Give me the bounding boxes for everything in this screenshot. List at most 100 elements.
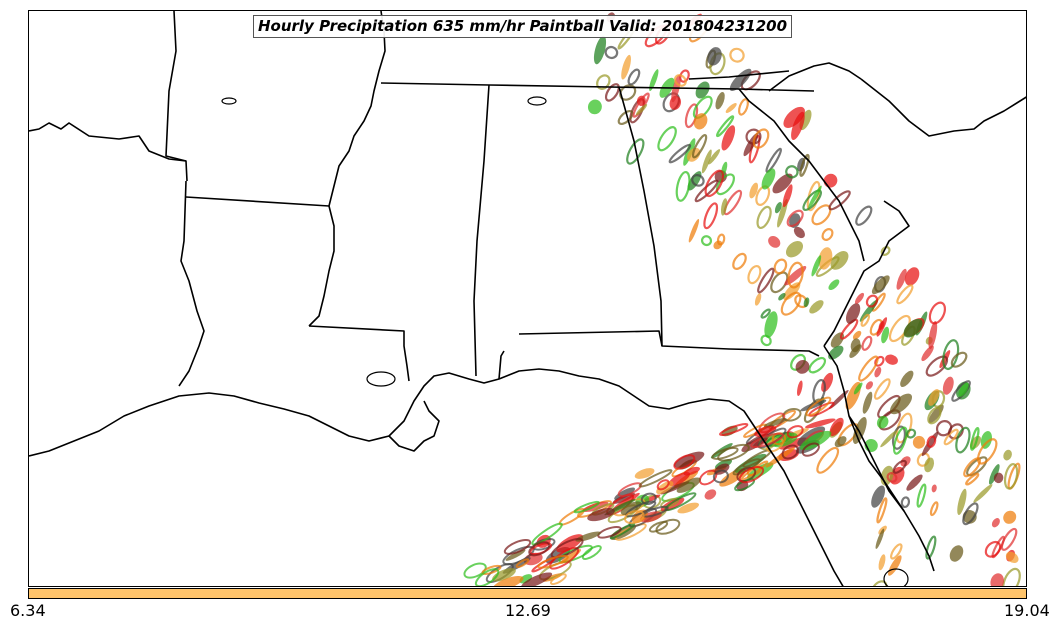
precip-blob: [756, 205, 772, 230]
lake-okeechobee: [883, 568, 909, 586]
precip-blob: [860, 313, 871, 327]
precip-blob: [811, 255, 822, 277]
precip-blob: [853, 382, 863, 395]
precip-blob: [943, 428, 959, 446]
precip-blob: [537, 554, 569, 569]
precip-blob: [808, 356, 827, 374]
map-canvas: [29, 11, 1026, 586]
border-nc-sc: [768, 62, 862, 92]
border-tennessee-north: [380, 82, 815, 92]
precip-blob: [677, 502, 699, 514]
precip-blob: [916, 483, 927, 508]
precip-blob: [695, 81, 710, 99]
border-alabama-florida: [518, 330, 820, 357]
precip-blob: [715, 115, 735, 138]
border-mississippi-river: [308, 11, 386, 327]
precip-blob: [864, 438, 878, 453]
precip-blob: [888, 555, 902, 576]
precip-blob: [721, 425, 738, 437]
precip-blob: [871, 580, 888, 586]
precip-blob: [550, 537, 584, 559]
precip-blob: [876, 317, 888, 337]
precip-blob: [648, 520, 669, 533]
coast-texas: [29, 368, 844, 586]
precip-blob: [924, 457, 935, 473]
colorbar: [28, 588, 1027, 599]
precip-blob: [949, 545, 964, 562]
precip-blob: [799, 153, 810, 177]
precip-blob: [712, 469, 729, 484]
precip-blob: [640, 492, 657, 505]
precip-blob: [906, 474, 923, 491]
lakes: [221, 96, 909, 586]
precip-blob: [704, 489, 717, 500]
precip-blob: [875, 528, 885, 549]
lake-small-1: [221, 97, 237, 105]
precip-blob: [821, 372, 834, 393]
map-panel: [28, 10, 1027, 587]
precip-blob: [729, 68, 752, 92]
precip-blob: [655, 518, 681, 535]
precip-blob: [896, 268, 907, 290]
precip-blob: [839, 318, 859, 340]
precip-blob: [834, 436, 847, 448]
precip-blob: [773, 258, 788, 275]
precip-blob: [581, 545, 602, 560]
precip-blob: [593, 35, 607, 65]
precip-blob: [691, 174, 705, 187]
precip-blob: [749, 182, 759, 199]
precip-blob: [1003, 463, 1019, 490]
precip-blob: [793, 226, 805, 239]
precip-blob: [950, 351, 968, 368]
precip-blob: [481, 564, 502, 575]
precip-blob: [886, 472, 898, 483]
precip-blob: [805, 396, 832, 417]
precip-blob: [928, 320, 938, 350]
map-title: Hourly Precipitation 635 mm/hr Paintball…: [253, 15, 793, 38]
precip-blob: [957, 488, 967, 516]
precip-blob: [760, 334, 772, 347]
precip-blob: [828, 190, 851, 211]
precip-blob: [795, 359, 810, 374]
precip-blob: [881, 326, 890, 344]
precip-blob: [990, 573, 1004, 586]
border-arkansas-west: [165, 11, 188, 182]
precip-blob: [904, 267, 920, 286]
precip-blob: [900, 496, 911, 509]
precip-blob: [939, 350, 951, 369]
precip-blob: [770, 271, 789, 294]
precip-blob: [786, 209, 804, 228]
precip-blob: [809, 300, 824, 314]
precip-blob: [623, 510, 645, 525]
precip-blob: [720, 198, 728, 216]
colorbar-tick-mid: 12.69: [505, 601, 551, 620]
precip-blob: [925, 355, 949, 377]
precip-blob: [765, 147, 783, 173]
precip-blob: [829, 417, 844, 437]
precip-blob: [828, 279, 840, 291]
precip-blob: [845, 303, 861, 324]
precip-blob: [725, 103, 737, 113]
precip-blob: [955, 426, 971, 454]
precip-blob: [858, 355, 879, 382]
precip-blob: [865, 294, 879, 308]
precip-blob: [871, 485, 886, 508]
precip-blob: [991, 518, 1000, 528]
precip-blob: [763, 418, 787, 428]
precip-blob: [855, 205, 873, 226]
precipitation-paintball-layer: [463, 12, 1021, 586]
border-mississippi-alabama: [473, 84, 490, 377]
border-georgia-sc: [738, 88, 865, 262]
border-arkansas-louisiana: [185, 196, 330, 207]
precip-blob: [780, 291, 802, 316]
precip-blob: [889, 393, 913, 415]
precip-blob: [673, 454, 696, 470]
precip-blob: [703, 202, 719, 230]
precip-blob: [912, 435, 926, 449]
state-borders: [29, 11, 1026, 586]
border-georgia-coast: [823, 345, 935, 572]
precip-blob: [707, 47, 722, 66]
precip-blob: [531, 522, 563, 546]
precip-blob: [973, 484, 993, 503]
lake-small-2: [527, 96, 547, 106]
